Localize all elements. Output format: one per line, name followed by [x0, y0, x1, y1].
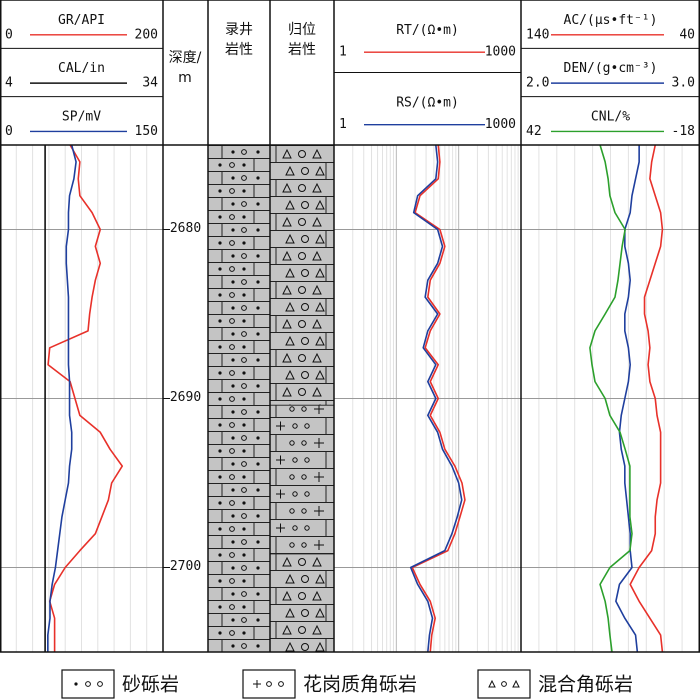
legend-symbol [488, 679, 520, 688]
symbol-circle [266, 681, 272, 687]
log-curve [409, 145, 463, 652]
legend-box [477, 669, 531, 699]
symbol-triangle [488, 679, 496, 688]
curve-name: DEN/(g•cm⁻³) [564, 61, 658, 76]
symbol-triangle [512, 679, 520, 688]
curve-scale-label: 2.0 [526, 76, 549, 91]
depth-tick-label: 2690 [170, 390, 201, 405]
curve-name: AC/(μs•ft⁻¹) [564, 13, 658, 28]
curve-scale-label: 40 [679, 27, 695, 42]
symbol-circle [278, 681, 284, 687]
legend-label: 砂砾岩 [122, 674, 179, 696]
curve-name: CAL/in [58, 61, 105, 76]
symbol-circle [85, 681, 91, 687]
log-curve [589, 145, 633, 652]
depth-title: 深度/m [168, 50, 202, 86]
curve-scale-label: 1000 [485, 117, 516, 132]
curve-name: RT/(Ω•m) [396, 23, 459, 38]
legend-box [242, 669, 296, 699]
legend-box [61, 669, 115, 699]
curve-scale-label: 150 [135, 124, 158, 139]
curve-scale-label: 34 [142, 76, 158, 91]
log-curve [629, 145, 664, 652]
depth-tick-label: 2680 [170, 221, 201, 236]
curve-name: GR/API [58, 13, 105, 28]
symbol-circle [501, 681, 507, 687]
curve-scale-label: 0 [5, 124, 13, 139]
log-curve [47, 145, 124, 652]
curve-scale-label: 42 [526, 124, 542, 139]
lith-layer [269, 404, 335, 555]
symbol-cross [253, 680, 261, 688]
curve-scale-label: 4 [5, 76, 13, 91]
curve-scale-label: 140 [526, 27, 549, 42]
legend-symbol [253, 680, 284, 688]
curve-scale-label: 1 [339, 117, 347, 132]
curve-scale-label: 1000 [485, 45, 516, 60]
curve-name: RS/(Ω•m) [396, 95, 459, 110]
depth-tick-label: 2700 [170, 559, 201, 574]
legend-label: 混合角砾岩 [538, 674, 633, 696]
lith-layer [207, 144, 271, 653]
lith-layer [269, 144, 335, 406]
curve-name: CNL/% [591, 109, 630, 124]
curve-scale-label: 3.0 [672, 76, 695, 91]
curve-scale-label: 1 [339, 45, 347, 60]
lith-column-title: 归位岩性 [288, 22, 316, 58]
lith-layer [269, 553, 335, 653]
legend-label: 花岗质角砾岩 [303, 674, 417, 696]
legend-symbol [74, 681, 103, 687]
symbol-dot [74, 682, 78, 686]
curve-name: SP/mV [62, 109, 101, 124]
curve-scale-label: 0 [5, 27, 13, 42]
curve-scale-label: 200 [135, 27, 158, 42]
log-curve [47, 145, 77, 652]
symbol-circle [97, 681, 103, 687]
lith-column-title: 录井岩性 [225, 22, 253, 58]
curve-scale-label: -18 [672, 124, 695, 139]
